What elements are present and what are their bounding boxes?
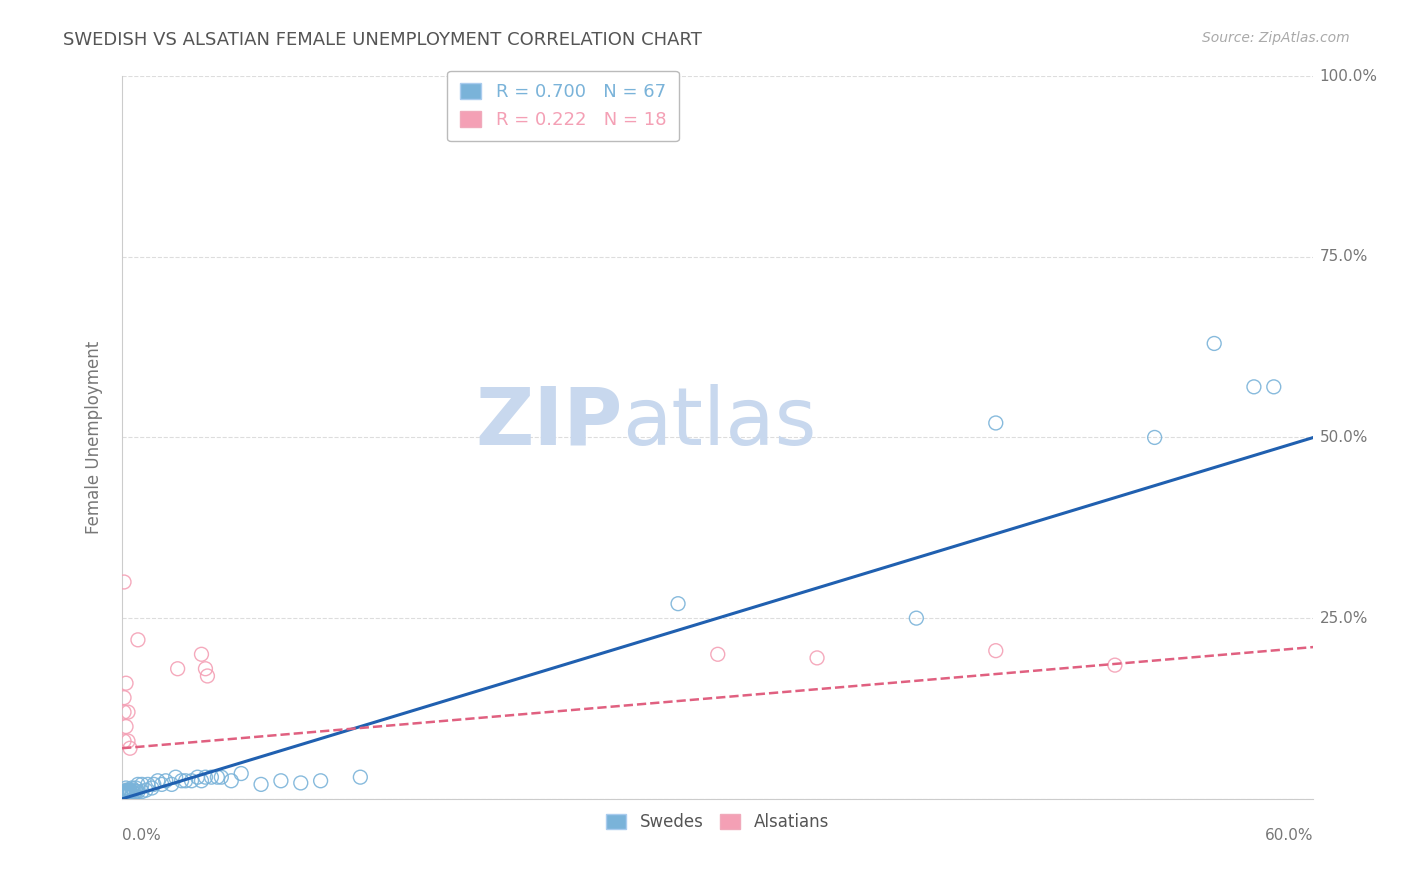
Point	[131, 777, 153, 791]
Point	[112, 789, 135, 803]
Point	[200, 770, 222, 784]
Point	[115, 787, 138, 801]
Point	[174, 773, 197, 788]
Point	[121, 789, 143, 803]
Text: atlas: atlas	[623, 384, 817, 462]
Text: Source: ZipAtlas.com: Source: ZipAtlas.com	[1202, 31, 1350, 45]
Point	[112, 789, 135, 803]
Point	[112, 789, 135, 803]
Text: 50.0%: 50.0%	[1319, 430, 1368, 445]
Point	[127, 777, 149, 791]
Point	[1204, 336, 1226, 351]
Point	[117, 734, 139, 748]
Point	[142, 777, 165, 791]
Point	[121, 780, 143, 795]
Point	[1243, 380, 1265, 394]
Point	[117, 786, 139, 800]
Point	[112, 705, 135, 719]
Y-axis label: Female Unemployment: Female Unemployment	[86, 341, 103, 534]
Point	[117, 784, 139, 798]
Text: 0.0%: 0.0%	[122, 828, 160, 843]
Point	[197, 669, 219, 683]
Point	[112, 789, 135, 803]
Point	[190, 773, 212, 788]
Point	[309, 773, 332, 788]
Text: 100.0%: 100.0%	[1319, 69, 1378, 84]
Point	[194, 662, 217, 676]
Point	[112, 784, 135, 798]
Point	[117, 705, 139, 719]
Point	[194, 770, 217, 784]
Point	[125, 780, 148, 795]
Text: 25.0%: 25.0%	[1319, 611, 1368, 625]
Point	[127, 784, 149, 798]
Point	[112, 690, 135, 705]
Point	[115, 780, 138, 795]
Point	[115, 784, 138, 798]
Point	[115, 784, 138, 798]
Point	[135, 783, 157, 797]
Point	[1104, 658, 1126, 673]
Point	[905, 611, 928, 625]
Point	[117, 783, 139, 797]
Point	[180, 773, 202, 788]
Point	[207, 770, 229, 784]
Point	[112, 574, 135, 589]
Point	[112, 787, 135, 801]
Point	[112, 787, 135, 801]
Point	[112, 789, 135, 803]
Point	[160, 777, 183, 791]
Point	[125, 784, 148, 798]
Point	[290, 776, 312, 790]
Point	[250, 777, 273, 791]
Point	[118, 741, 141, 756]
Point	[112, 734, 135, 748]
Text: 75.0%: 75.0%	[1319, 249, 1368, 264]
Point	[170, 773, 193, 788]
Point	[209, 770, 232, 784]
Point	[166, 662, 188, 676]
Point	[1263, 380, 1285, 394]
Point	[231, 766, 253, 780]
Point	[122, 786, 145, 800]
Point	[115, 676, 138, 690]
Point	[141, 780, 163, 795]
Point	[219, 773, 242, 788]
Point	[118, 783, 141, 797]
Point	[984, 416, 1007, 430]
Point	[122, 783, 145, 797]
Legend: Swedes, Alsatians: Swedes, Alsatians	[600, 806, 835, 838]
Point	[121, 784, 143, 798]
Text: SWEDISH VS ALSATIAN FEMALE UNEMPLOYMENT CORRELATION CHART: SWEDISH VS ALSATIAN FEMALE UNEMPLOYMENT …	[63, 31, 702, 49]
Point	[150, 777, 173, 791]
Point	[112, 789, 135, 803]
Point	[165, 770, 187, 784]
Point	[136, 777, 159, 791]
Point	[146, 773, 169, 788]
Text: 60.0%: 60.0%	[1265, 828, 1313, 843]
Point	[666, 597, 689, 611]
Point	[115, 720, 138, 734]
Point	[115, 789, 138, 803]
Point	[115, 783, 138, 797]
Point	[127, 632, 149, 647]
Point	[984, 643, 1007, 657]
Point	[186, 770, 208, 784]
Point	[270, 773, 292, 788]
Point	[1143, 430, 1166, 444]
Point	[190, 647, 212, 661]
Point	[707, 647, 730, 661]
Point	[349, 770, 371, 784]
Point	[115, 787, 138, 801]
Text: ZIP: ZIP	[475, 384, 623, 462]
Point	[155, 773, 177, 788]
Point	[118, 784, 141, 798]
Point	[131, 784, 153, 798]
Point	[112, 787, 135, 801]
Point	[118, 787, 141, 801]
Point	[806, 651, 828, 665]
Point	[117, 789, 139, 803]
